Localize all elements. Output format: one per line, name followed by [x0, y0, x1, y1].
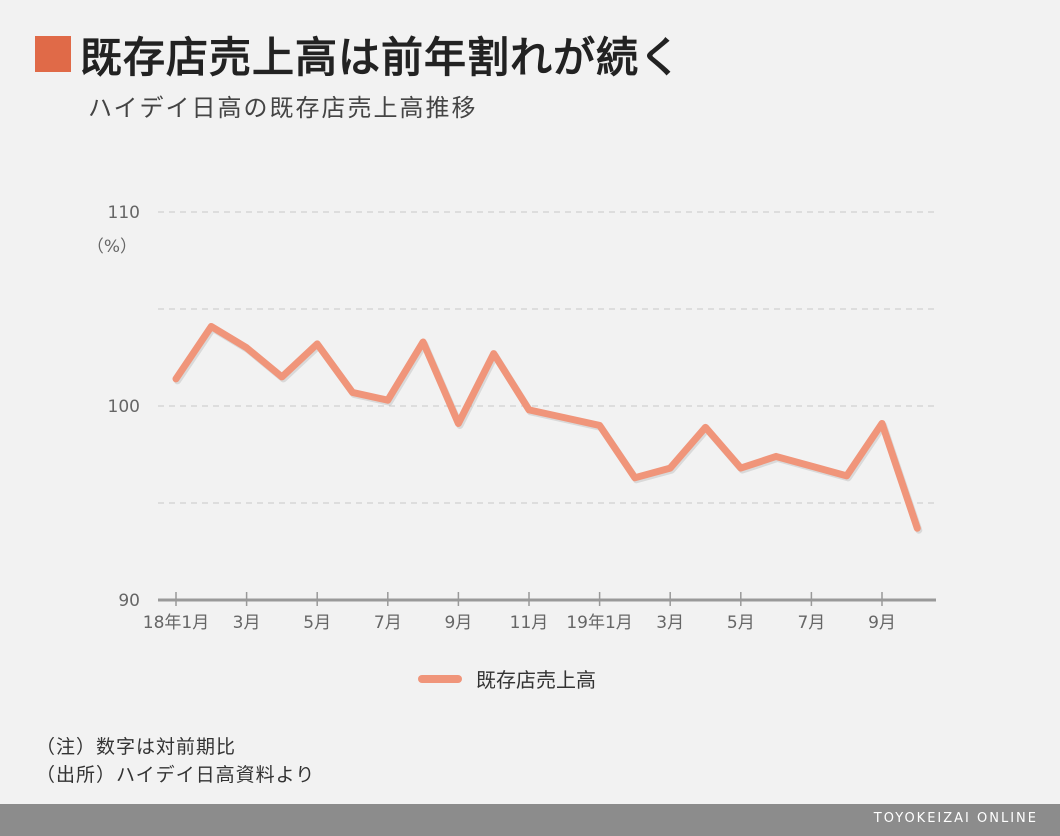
x-tick-label: 18年1月 — [143, 613, 209, 633]
x-tick-label: 3月 — [656, 613, 684, 633]
x-tick-label: 7月 — [374, 613, 402, 633]
x-tick-label: 19年1月 — [566, 613, 632, 633]
y-tick-label: 110 — [108, 203, 140, 223]
footer-bar: TOYOKEIZAI ONLINE — [0, 804, 1060, 836]
x-tick-label: 5月 — [303, 613, 331, 633]
x-tick-label: 7月 — [797, 613, 825, 633]
title-marker — [35, 36, 71, 72]
page-title: 既存店売上高は前年割れが続く — [80, 33, 683, 82]
legend-swatch — [418, 674, 462, 683]
y-tick-label: 100 — [108, 397, 140, 417]
note-figures: （注）数字は対前期比 — [36, 736, 237, 758]
x-tick-label: 3月 — [233, 613, 261, 633]
note-source: （出所）ハイデイ日高資料より — [36, 764, 316, 786]
x-tick-label: 9月 — [868, 613, 896, 633]
legend-label: 既存店売上高 — [476, 668, 596, 692]
chart-subtitle: ハイデイ日高の既存店売上高推移 — [88, 94, 478, 122]
line-chart: 110 100 90 （%） 18年1月 3月 5月 7月 9月 11月 19年1月 3月 5月 7月 9月 — [87, 203, 936, 633]
x-tick-label: 11月 — [510, 613, 549, 633]
series-shadow — [174, 324, 923, 534]
legend: 既存店売上高 — [418, 664, 596, 693]
y-axis-unit: （%） — [87, 237, 137, 257]
series-line — [172, 322, 921, 532]
x-tick-label: 5月 — [727, 613, 755, 633]
x-tick-label: 9月 — [444, 613, 472, 633]
y-tick-label: 90 — [118, 591, 140, 611]
footer-brand: TOYOKEIZAI ONLINE — [873, 811, 1038, 826]
